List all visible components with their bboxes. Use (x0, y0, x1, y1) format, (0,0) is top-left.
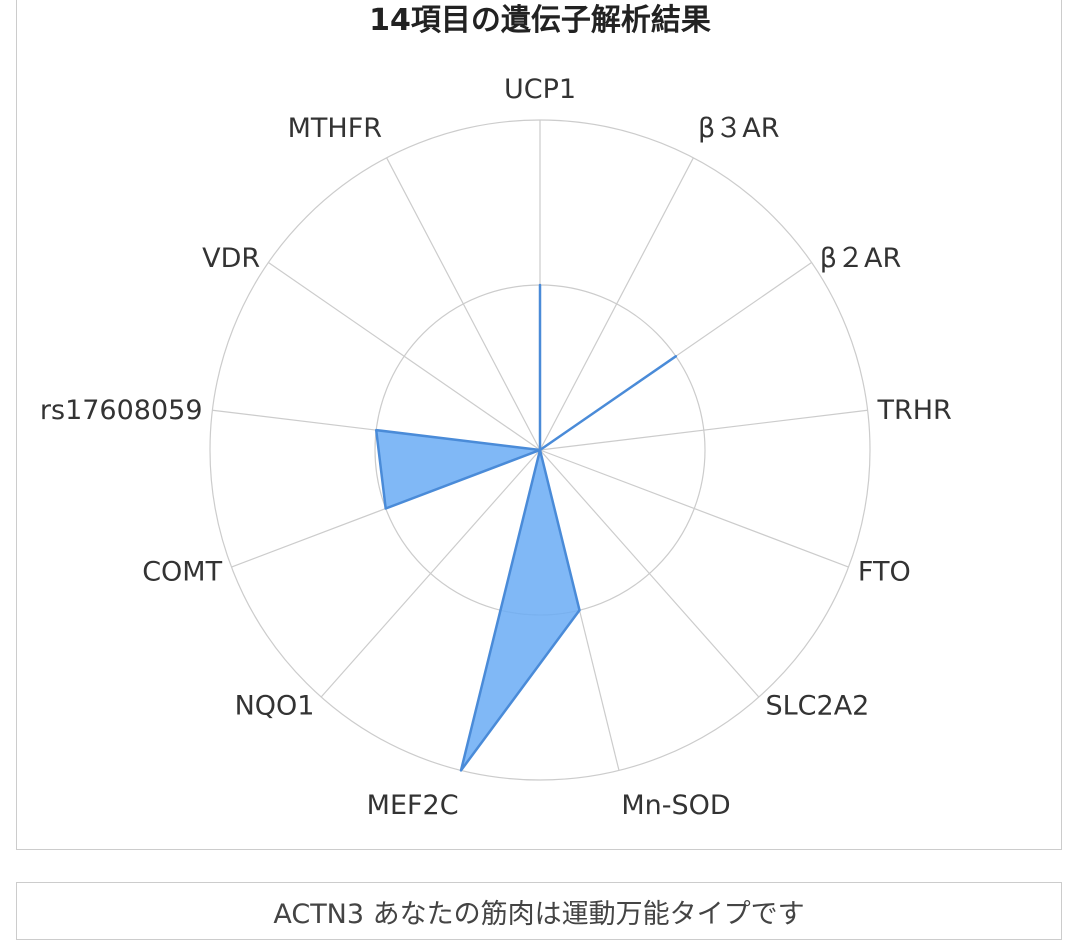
axis-label-13: MTHFR (288, 113, 382, 144)
spoke-12 (268, 262, 541, 451)
data-point-10 (384, 507, 388, 511)
spoke-5 (539, 449, 849, 568)
spoke-6 (539, 449, 760, 698)
axis-label-9: NQO1 (235, 691, 315, 722)
radar-labels: UCP1 β３AR β２AR TRHR FTO SLC2A2 Mn-SOD MEF2C NQO1… (40, 74, 952, 821)
axis-label-1: UCP1 (504, 74, 576, 105)
data-point-13 (538, 448, 542, 452)
axis-label-10: COMT (142, 557, 222, 588)
result-message-box: ACTN3 あなたの筋肉は運動万能タイプです (16, 882, 1062, 940)
axis-label-5: FTO (858, 557, 911, 588)
radar-chart: 14項目の遺伝子解析結果 UCP1 β３AR β２AR TRHR FTO SLC2A2 Mn… (40, 3, 952, 821)
axis-label-7: Mn-SOD (621, 790, 730, 821)
data-polygon (374, 283, 678, 772)
axis-label-4: TRHR (877, 395, 952, 426)
data-point-3 (674, 354, 678, 358)
radar-data-layer (374, 283, 678, 772)
axis-label-2: β３AR (698, 113, 779, 144)
axis-label-11: rs17608059 (40, 395, 203, 426)
spoke-2 (539, 157, 694, 451)
data-point-11 (374, 428, 378, 432)
result-message: ACTN3 あなたの筋肉は運動万能タイプです (273, 898, 805, 930)
spoke-13 (386, 157, 541, 451)
axis-label-8: MEF2C (367, 790, 459, 821)
axis-label-6: SLC2A2 (766, 691, 870, 722)
spoke-4 (539, 409, 868, 451)
axis-label-3: β２AR (820, 243, 901, 274)
data-point-7 (577, 608, 581, 612)
data-point-8 (459, 768, 463, 772)
axis-label-12: VDR (202, 243, 260, 274)
spoke-9 (320, 449, 541, 698)
chart-title: 14項目の遺伝子解析結果 (369, 3, 711, 38)
data-point-1 (538, 283, 542, 287)
